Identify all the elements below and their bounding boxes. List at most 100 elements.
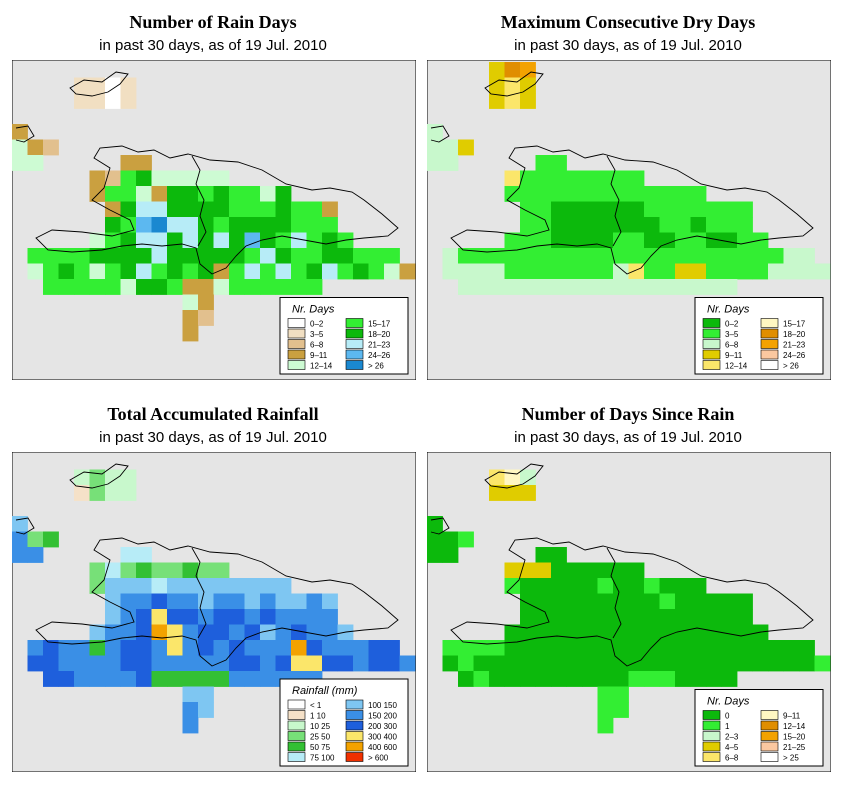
heatmap-cell [628,232,645,249]
heatmap-cell [120,93,137,109]
heatmap-cell [136,155,152,171]
heatmap-cell [43,248,59,264]
heatmap-cell [260,279,276,295]
heatmap-cell [551,547,567,563]
heatmap-cell [151,624,168,641]
heatmap-cell [551,170,567,187]
heatmap-cell [291,263,307,280]
heatmap-cell [120,640,137,656]
heatmap-cell [58,655,75,672]
heatmap-cell [182,609,199,625]
heatmap-cell [783,640,800,656]
legend-label: 15–17 [368,320,391,329]
heatmap-cell [613,593,629,610]
heatmap-cell [597,671,614,687]
heatmap-cell [737,263,753,280]
heatmap-cell [628,248,645,264]
heatmap-cell [582,640,598,656]
heatmap-cell [275,186,292,202]
heatmap-cell [613,640,629,656]
heatmap-cell [353,248,369,264]
heatmap-cell [613,263,629,280]
heatmap-cell [721,279,738,295]
heatmap-cell [721,201,738,218]
heatmap-cell [182,170,199,187]
heatmap-cell [74,469,90,486]
heatmap-cell [368,655,385,672]
heatmap-cell [675,640,691,656]
heatmap-cell [535,186,552,202]
heatmap-cell [566,186,583,202]
heatmap-cell [504,279,521,295]
heatmap-cell [167,201,183,218]
heatmap-cell [597,609,614,625]
heatmap-cell [105,232,121,249]
heatmap-cell [659,186,676,202]
heatmap-cell [151,279,168,295]
heatmap-cell [167,624,183,641]
heatmap-cell [504,77,521,94]
heatmap-cell [659,624,676,641]
heatmap-cell [291,624,307,641]
heatmap-cell [198,640,214,656]
heatmap-cell [473,263,490,280]
heatmap-cell [244,624,261,641]
heatmap-cell [613,655,629,672]
heatmap-cell [520,170,536,187]
heatmap-cell [167,655,183,672]
heatmap-cell [167,640,183,656]
heatmap-cell [535,671,552,687]
heatmap-cell [551,248,567,264]
heatmap-cell [706,640,722,656]
heatmap-cell [535,593,552,610]
heatmap-cell [458,279,474,295]
legend-swatch [345,710,364,720]
legend-swatch [760,720,779,731]
heatmap-cell [198,655,214,672]
heatmap-cell [566,624,583,641]
heatmap-cell [690,640,707,656]
heatmap-cell [213,578,230,594]
legend-swatch [760,349,779,360]
heatmap-cell [566,232,583,249]
heatmap-cell [504,263,521,280]
legend-label: 9–11 [783,712,801,721]
heatmap-cell [74,263,90,280]
heatmap-cell [551,640,567,656]
heatmap-cell [752,263,769,280]
heatmap-cell [613,279,629,295]
legend-label: 300 400 [368,733,397,742]
heatmap-cell [690,263,707,280]
heatmap-cell [628,671,645,687]
heatmap-cell [229,201,245,218]
heatmap-cell [198,310,214,326]
heatmap-cell [43,640,59,656]
heatmap-cell [105,655,121,672]
heatmap-cell [442,248,459,264]
legend-label: 1 10 [310,712,326,721]
chart-title: Total Accumulated Rainfall [107,404,319,424]
heatmap-cell [306,263,323,280]
legend-title: Rainfall (mm) [292,685,358,697]
heatmap-cell [213,217,230,233]
heatmap-cell [566,671,583,687]
heatmap-cell [89,562,106,579]
heatmap-cell [597,640,614,656]
heatmap-cell [535,609,552,625]
coastline [69,71,129,97]
heatmap-cell [198,702,214,718]
heatmap-cell [427,139,443,156]
coastline [430,125,450,143]
heatmap-cell [504,93,521,109]
legend-swatch [345,328,364,339]
heatmap-cell [535,248,552,264]
heatmap-cell [260,655,276,672]
heatmap-cell [628,593,645,610]
heatmap-cell [260,578,276,594]
heatmap-cell [337,655,354,672]
legend-swatch [760,318,779,328]
heatmap-cell [520,469,536,486]
heatmap-cell [120,547,137,563]
heatmap-cell [167,186,183,202]
